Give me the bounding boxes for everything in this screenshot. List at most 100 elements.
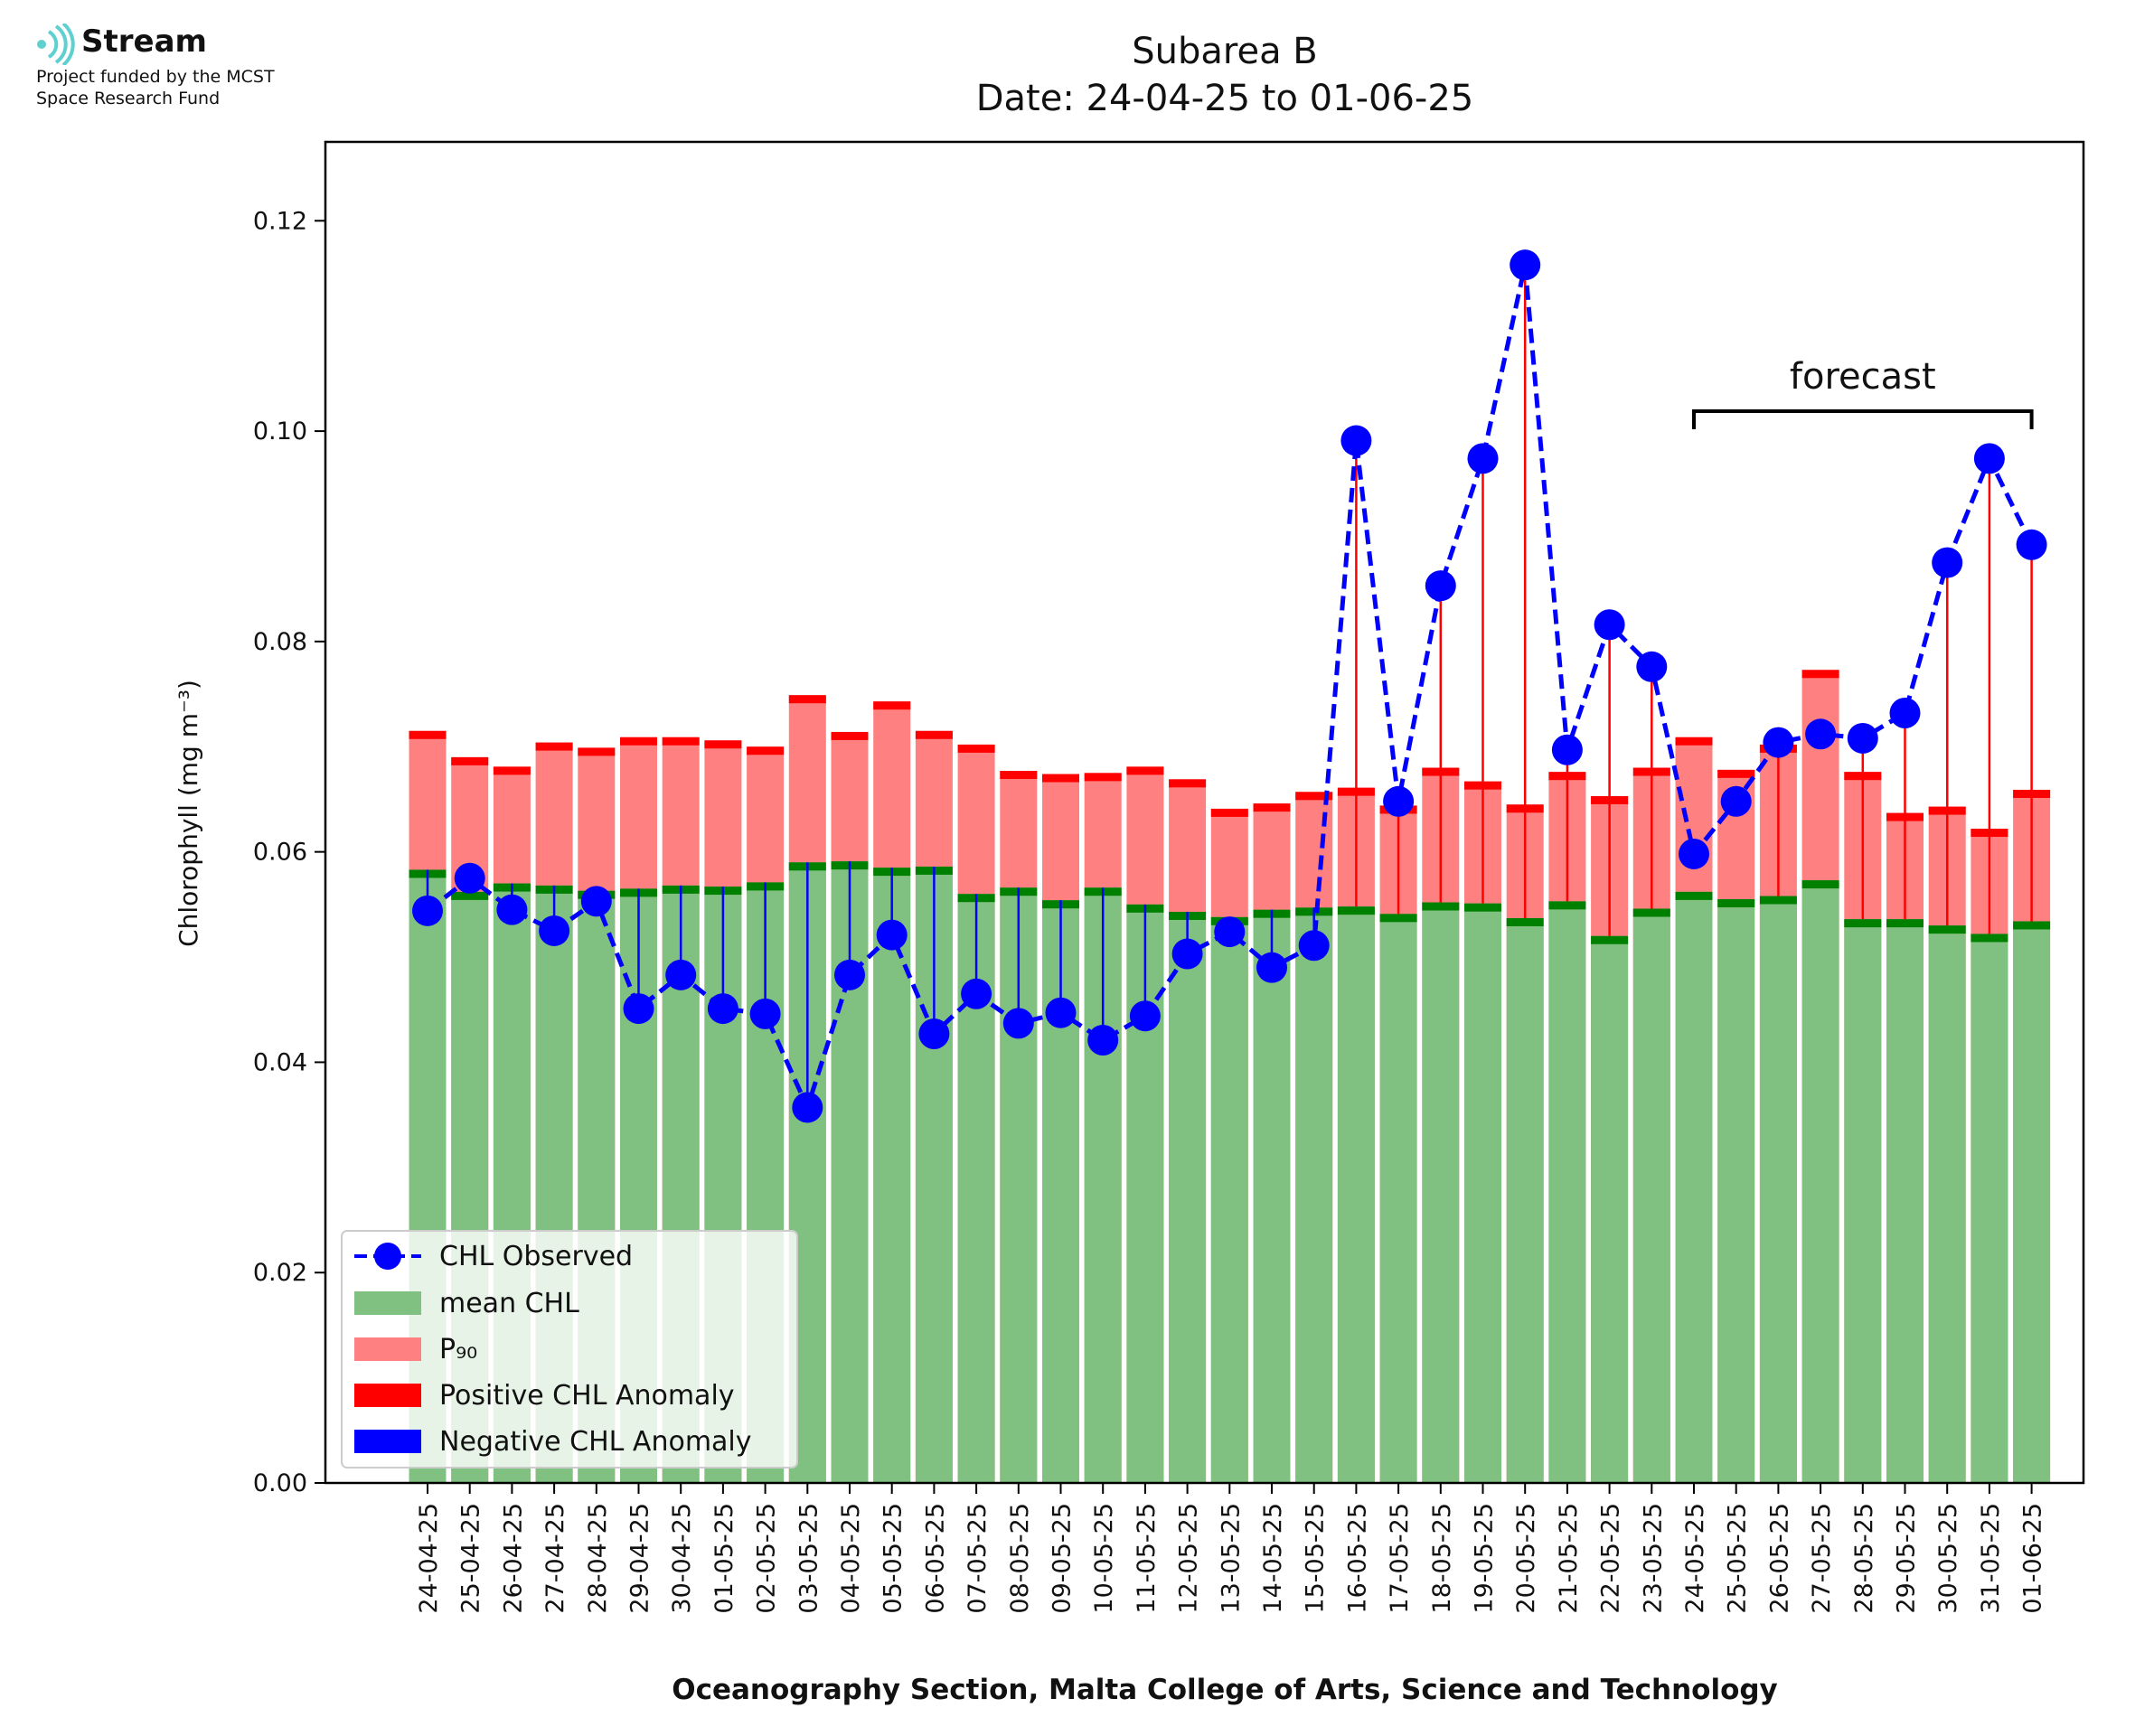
mean-bar: [1169, 911, 1207, 1483]
x-tick-label: 17-05-25: [1386, 1503, 1414, 1614]
mean-bar: [1422, 902, 1460, 1483]
mean-cap: [1548, 901, 1586, 910]
x-tick-label: 29-05-25: [1893, 1503, 1921, 1614]
x-tick-label: 11-05-25: [1133, 1503, 1161, 1614]
forecast-annotation: forecast: [1692, 356, 2034, 429]
x-tick-label: 25-05-25: [1724, 1503, 1752, 1614]
legend-label-mean: mean CHL: [439, 1288, 579, 1319]
p90-cap: [747, 746, 785, 755]
observed-point: [1340, 425, 1372, 456]
observed-point: [1256, 952, 1287, 983]
x-tick-label: 30-04-25: [668, 1503, 696, 1614]
observed-point: [749, 998, 781, 1029]
legend-label-positive: Positive CHL Anomaly: [439, 1380, 735, 1412]
observed-point: [539, 915, 570, 946]
observed-point: [1298, 930, 1330, 962]
mean-bar: [873, 868, 911, 1483]
mean-cap: [1675, 891, 1713, 900]
mean-bar: [1379, 914, 1417, 1483]
x-tick-label: 01-05-25: [710, 1503, 738, 1614]
legend-label-p90: P₉₀: [439, 1334, 477, 1365]
logo-funding-line-1: Project funded by the MCST: [36, 67, 275, 87]
x-tick-label: 15-05-25: [1302, 1503, 1330, 1614]
p90-cap: [788, 695, 826, 704]
mean-cap: [1422, 902, 1460, 911]
p90-cap: [831, 731, 869, 740]
observed-point: [1087, 1024, 1119, 1056]
y-axis: 0.00 0.02 0.04 0.06 0.08 0.10 0.12: [253, 207, 325, 1497]
observed-point: [1720, 785, 1752, 817]
mean-bar: [1675, 891, 1713, 1483]
observed-point: [1045, 997, 1077, 1028]
mean-bar: [1337, 906, 1375, 1483]
observed-line-layer: [412, 249, 2047, 1123]
observed-point: [1679, 838, 1709, 869]
x-tick-label: 04-05-25: [837, 1503, 865, 1614]
legend-box: [341, 1230, 798, 1469]
p90-cap: [1084, 773, 1122, 782]
mean-bar: [1506, 917, 1544, 1483]
p90-cap: [1253, 803, 1291, 812]
observed-point: [834, 959, 865, 990]
legend-swatch-negative: [354, 1430, 421, 1453]
mean-bar: [1464, 903, 1501, 1483]
legend-swatch-positive: [354, 1384, 421, 1407]
p90-cap: [957, 744, 995, 753]
x-tick-label: 12-05-25: [1175, 1503, 1203, 1614]
observed-line: [426, 264, 2034, 1114]
observed-point: [918, 1018, 950, 1050]
mean-bar: [1759, 896, 1797, 1483]
x-tick-label: 06-05-25: [921, 1503, 949, 1614]
y-tick-label: 0.02: [253, 1259, 307, 1287]
observed-point: [876, 919, 908, 951]
x-tick-label: 25-04-25: [457, 1503, 485, 1614]
mean-bar: [1971, 934, 2008, 1483]
observed-point: [1425, 570, 1456, 602]
observed-point: [412, 895, 443, 926]
p90-cap: [1801, 670, 1839, 679]
observed-point: [1636, 651, 1668, 682]
mean-cap: [1717, 899, 1755, 908]
mean-bar: [1548, 901, 1586, 1483]
x-tick-label: 28-04-25: [584, 1503, 612, 1614]
mean-cap: [1844, 919, 1882, 928]
p90-cap: [409, 730, 447, 739]
mean-cap: [1464, 903, 1501, 912]
observed-point: [1510, 249, 1541, 281]
x-tick-label: 27-05-25: [1808, 1503, 1836, 1614]
forecast-label: forecast: [1790, 356, 1936, 398]
mean-cap: [1632, 908, 1670, 917]
observed-point: [792, 1092, 823, 1123]
p90-cap: [578, 747, 616, 756]
observed-point: [1805, 718, 1837, 750]
x-tick-label: 21-05-25: [1555, 1503, 1583, 1614]
mean-bar: [1632, 908, 1670, 1483]
mean-cap: [2013, 921, 2051, 930]
observed-point: [1214, 916, 1246, 948]
observed-point: [1129, 1000, 1161, 1032]
x-tick-label: 16-05-25: [1343, 1503, 1371, 1614]
y-tick-label: 0.04: [253, 1048, 307, 1076]
observed-point: [580, 886, 612, 917]
p90-cap: [535, 742, 573, 751]
mean-bar: [1210, 916, 1248, 1483]
logo-name: Stream: [81, 23, 207, 60]
mean-cap: [1971, 934, 2008, 943]
p90-cap: [873, 701, 911, 710]
mean-bar: [1928, 925, 1966, 1483]
x-tick-label: 24-04-25: [415, 1503, 443, 1614]
observed-point: [1594, 609, 1625, 641]
observed-point: [2016, 529, 2047, 560]
mean-cap: [1337, 906, 1375, 915]
p90-cap: [1675, 737, 1713, 746]
p90-cap: [493, 766, 531, 775]
observed-point: [1551, 734, 1583, 765]
p90-cap: [1717, 769, 1755, 778]
observed-point: [1763, 727, 1794, 758]
x-axis: 24-04-25 25-04-25 26-04-25 27-04-25 28-04-25…: [415, 1483, 2047, 1614]
mean-bar: [1295, 907, 1333, 1483]
p90-cap: [704, 740, 742, 749]
x-tick-label: 13-05-25: [1217, 1503, 1245, 1614]
mean-cap: [451, 891, 489, 900]
mean-cap: [1928, 925, 1966, 934]
